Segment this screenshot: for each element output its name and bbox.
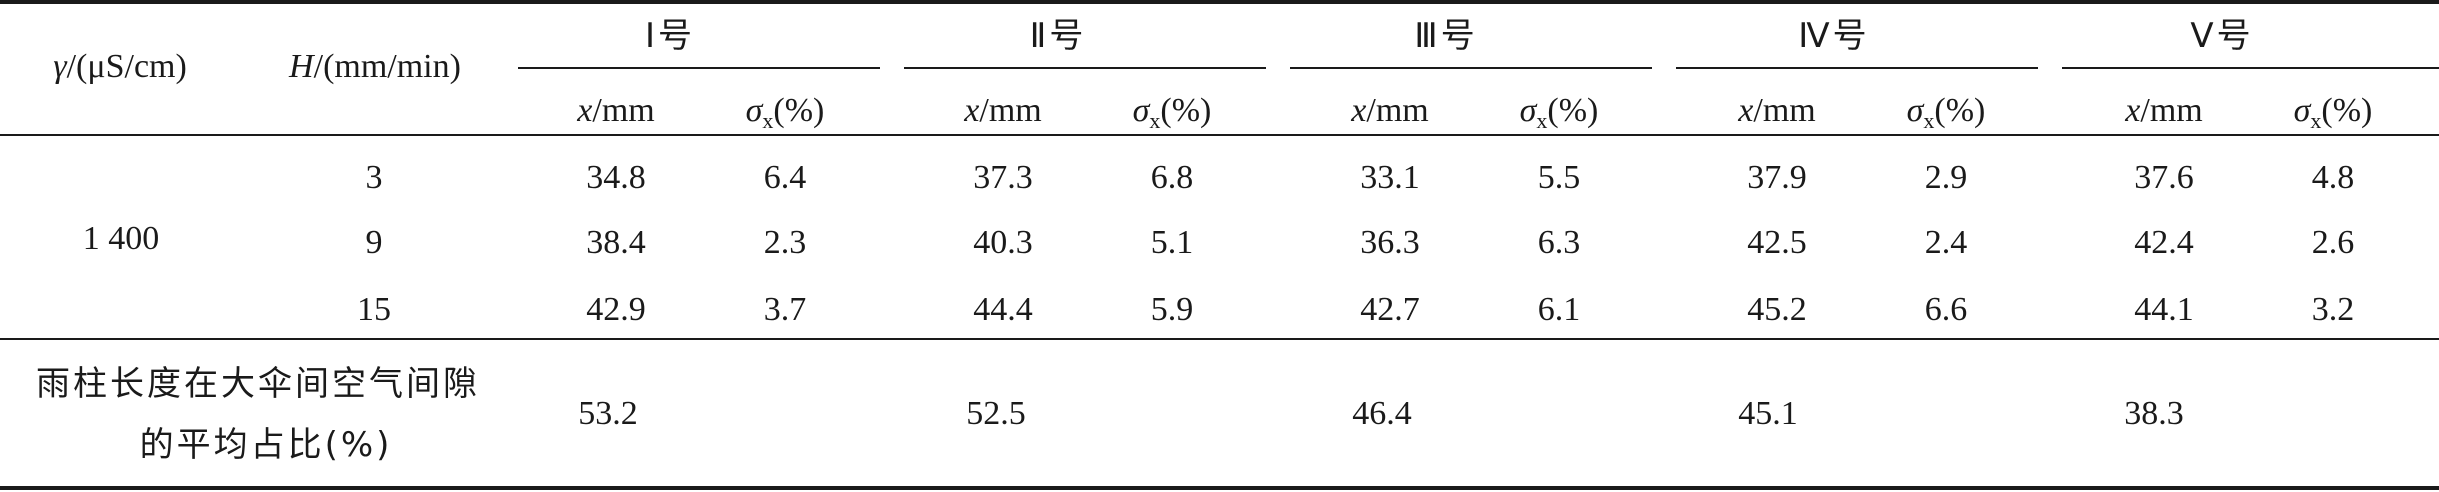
x-symbol: x (1738, 92, 1754, 129)
sigma-subscript: x (2310, 108, 2322, 133)
footer-label-line1: 雨柱长度在大伞间空气间隙 (36, 364, 480, 404)
x-symbol: x (1351, 92, 1367, 129)
group-header-4: Ⅳ号 (1798, 16, 1870, 56)
table-cell: 40.3 (973, 224, 1033, 261)
table-cell: 2.3 (763, 224, 807, 261)
sigma-subscript: x (1536, 108, 1548, 133)
table-cell: 3.7 (763, 291, 807, 328)
header-rule (0, 134, 2439, 136)
subheader-sigma-1: σx(%) (745, 92, 825, 132)
group-underline-2 (904, 67, 1266, 69)
rain-intensity-unit: /(mm/min) (313, 48, 461, 85)
subheader-x-mm-2: x/mm (964, 94, 1041, 128)
table-cell: 38.4 (586, 224, 646, 261)
table-cell: 42.5 (1747, 224, 1807, 261)
group-underline-4 (1676, 67, 2038, 69)
sigma-symbol: σ (2293, 92, 2311, 129)
table-cell: 37.3 (973, 159, 1033, 196)
subheader-x-mm-1: x/mm (577, 94, 654, 128)
table-cell: 4.8 (2311, 159, 2355, 196)
table-cell: 42.7 (1360, 291, 1420, 328)
header-rain-intensity: H/(mm/min) (289, 50, 461, 84)
sigma-unit: (%) (773, 92, 825, 129)
group-header-2: Ⅱ号 (1029, 16, 1087, 56)
footer-value-4: 45.1 (1738, 395, 1798, 432)
group-underline-3 (1290, 67, 1652, 69)
table-cell: 6.3 (1537, 224, 1581, 261)
table-cell: 44.4 (973, 291, 1033, 328)
subheader-x-mm-4: x/mm (1738, 94, 1815, 128)
table-cell: 2.4 (1924, 224, 1968, 261)
subheader-x-mm-3: x/mm (1351, 94, 1428, 128)
conductivity-symbol: γ (53, 48, 67, 85)
sigma-unit: (%) (1934, 92, 1986, 129)
table-cell: 2.9 (1924, 159, 1968, 196)
header-conductivity: γ/(μS/cm) (53, 50, 187, 84)
footer-value-3: 46.4 (1352, 395, 1412, 432)
sigma-subscript: x (762, 108, 774, 133)
footer-value-5: 38.3 (2124, 395, 2184, 432)
sigma-unit: (%) (1547, 92, 1599, 129)
sigma-symbol: σ (1519, 92, 1537, 129)
sigma-symbol: σ (745, 92, 763, 129)
table-cell: 45.2 (1747, 291, 1807, 328)
table-cell: 42.9 (586, 291, 646, 328)
section-rule (0, 338, 2439, 340)
x-unit: /mm (2140, 92, 2203, 129)
table-cell: 34.8 (586, 159, 646, 196)
subheader-sigma-4: σx(%) (1906, 92, 1986, 132)
footer-value-1: 53.2 (578, 395, 638, 432)
sigma-subscript: x (1149, 108, 1161, 133)
table-cell: 33.1 (1360, 159, 1420, 196)
table-cell: 44.1 (2134, 291, 2194, 328)
rain-intensity-value: 15 (357, 291, 391, 328)
x-symbol: x (2125, 92, 2141, 129)
x-unit: /mm (1366, 92, 1429, 129)
table-cell: 6.1 (1537, 291, 1581, 328)
x-unit: /mm (592, 92, 655, 129)
footer-value-2: 52.5 (966, 395, 1026, 432)
conductivity-value: 1 400 (82, 220, 160, 257)
rain-intensity-value: 3 (365, 159, 383, 196)
footer-label-line2: 的平均占比(%) (139, 425, 393, 465)
sigma-unit: (%) (1160, 92, 1212, 129)
table-cell: 6.6 (1924, 291, 1968, 328)
table-cell: 3.2 (2311, 291, 2355, 328)
table-cell: 5.9 (1150, 291, 1194, 328)
sigma-symbol: σ (1132, 92, 1150, 129)
table-cell: 5.5 (1537, 159, 1581, 196)
subheader-sigma-5: σx(%) (2293, 92, 2373, 132)
group-underline-1 (518, 67, 880, 69)
table-cell: 42.4 (2134, 224, 2194, 261)
x-unit: /mm (1753, 92, 1816, 129)
group-header-1: Ⅰ号 (644, 16, 696, 56)
bottom-rule (0, 486, 2439, 490)
table-cell: 37.6 (2134, 159, 2194, 196)
table-cell: 36.3 (1360, 224, 1420, 261)
rain-intensity-symbol: H (289, 48, 314, 85)
table-cell: 37.9 (1747, 159, 1807, 196)
x-symbol: x (964, 92, 980, 129)
table-cell: 6.8 (1150, 159, 1194, 196)
sigma-symbol: σ (1906, 92, 1924, 129)
top-rule (0, 0, 2439, 4)
rain-intensity-value: 9 (365, 224, 383, 261)
x-symbol: x (577, 92, 593, 129)
table-cell: 6.4 (763, 159, 807, 196)
group-header-3: Ⅲ号 (1414, 16, 1478, 56)
x-unit: /mm (979, 92, 1042, 129)
subheader-sigma-2: σx(%) (1132, 92, 1212, 132)
table-cell: 5.1 (1150, 224, 1194, 261)
subheader-x-mm-5: x/mm (2125, 94, 2202, 128)
sigma-unit: (%) (2321, 92, 2373, 129)
group-header-5: Ⅴ号 (2190, 16, 2254, 56)
group-underline-5 (2062, 67, 2439, 69)
conductivity-unit: /(μS/cm) (66, 48, 187, 85)
sigma-subscript: x (1923, 108, 1935, 133)
subheader-sigma-3: σx(%) (1519, 92, 1599, 132)
table-cell: 2.6 (2311, 224, 2355, 261)
